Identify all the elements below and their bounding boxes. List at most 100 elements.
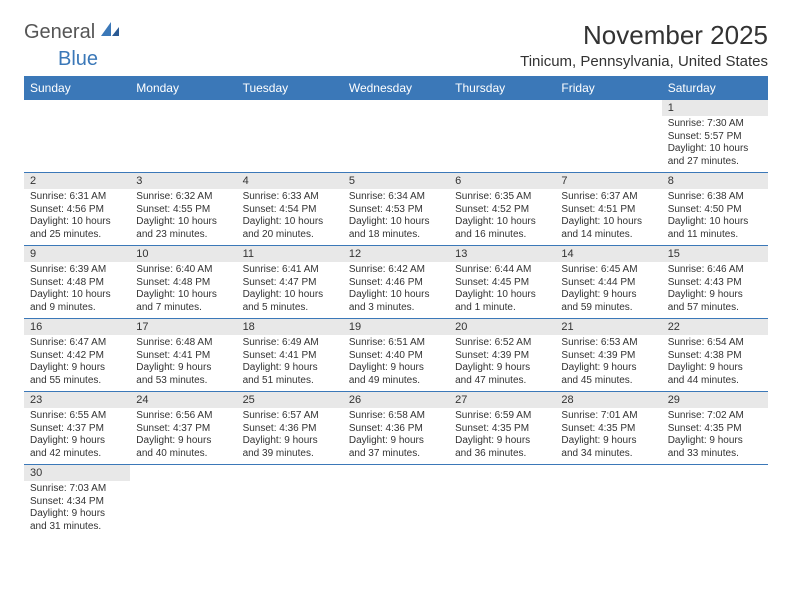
sunrise-text: Sunrise: 7:30 AM [668, 118, 762, 131]
day-cell: Sunrise: 6:59 AMSunset: 4:35 PMDaylight:… [449, 408, 555, 465]
day-header: Sunday [24, 76, 130, 100]
day-cell: Sunrise: 6:49 AMSunset: 4:41 PMDaylight:… [237, 335, 343, 392]
day-cell [237, 116, 343, 173]
day-cell: Sunrise: 6:46 AMSunset: 4:43 PMDaylight:… [662, 262, 768, 319]
day-cell: Sunrise: 6:35 AMSunset: 4:52 PMDaylight:… [449, 189, 555, 246]
sunset-text: Sunset: 4:48 PM [136, 277, 230, 290]
daylight-text: Daylight: 10 hours and 16 minutes. [455, 216, 549, 241]
sunset-text: Sunset: 4:36 PM [243, 423, 337, 436]
day-number-cell: 24 [130, 392, 236, 409]
daylight-text: Daylight: 10 hours and 27 minutes. [668, 143, 762, 168]
sunrise-text: Sunrise: 6:56 AM [136, 410, 230, 423]
daylight-text: Daylight: 10 hours and 20 minutes. [243, 216, 337, 241]
daylight-text: Daylight: 9 hours and 53 minutes. [136, 362, 230, 387]
sunrise-text: Sunrise: 6:55 AM [30, 410, 124, 423]
sunrise-text: Sunrise: 6:49 AM [243, 337, 337, 350]
sunrise-text: Sunrise: 6:42 AM [349, 264, 443, 277]
day-number-cell: 25 [237, 392, 343, 409]
day-cell: Sunrise: 6:31 AMSunset: 4:56 PMDaylight:… [24, 189, 130, 246]
day-header: Friday [555, 76, 661, 100]
day-content-row: Sunrise: 6:55 AMSunset: 4:37 PMDaylight:… [24, 408, 768, 465]
sunrise-text: Sunrise: 6:40 AM [136, 264, 230, 277]
sunrise-text: Sunrise: 6:46 AM [668, 264, 762, 277]
day-cell: Sunrise: 6:48 AMSunset: 4:41 PMDaylight:… [130, 335, 236, 392]
daylight-text: Daylight: 9 hours and 51 minutes. [243, 362, 337, 387]
day-number-cell: 3 [130, 173, 236, 190]
daylight-text: Daylight: 10 hours and 14 minutes. [561, 216, 655, 241]
daylight-text: Daylight: 9 hours and 47 minutes. [455, 362, 549, 387]
sunrise-text: Sunrise: 6:57 AM [243, 410, 337, 423]
sunset-text: Sunset: 4:43 PM [668, 277, 762, 290]
sunrise-text: Sunrise: 6:59 AM [455, 410, 549, 423]
sunset-text: Sunset: 4:48 PM [30, 277, 124, 290]
day-cell: Sunrise: 6:52 AMSunset: 4:39 PMDaylight:… [449, 335, 555, 392]
daynum-row: 23242526272829 [24, 392, 768, 409]
daylight-text: Daylight: 10 hours and 18 minutes. [349, 216, 443, 241]
day-number-cell: 28 [555, 392, 661, 409]
day-number-cell: 11 [237, 246, 343, 263]
day-content-row: Sunrise: 6:47 AMSunset: 4:42 PMDaylight:… [24, 335, 768, 392]
day-cell: Sunrise: 6:57 AMSunset: 4:36 PMDaylight:… [237, 408, 343, 465]
sail-icon [99, 20, 121, 44]
day-cell [24, 116, 130, 173]
day-number-cell: 15 [662, 246, 768, 263]
daylight-text: Daylight: 9 hours and 57 minutes. [668, 289, 762, 314]
day-number-cell: 10 [130, 246, 236, 263]
day-cell: Sunrise: 6:51 AMSunset: 4:40 PMDaylight:… [343, 335, 449, 392]
day-number-cell [130, 100, 236, 116]
daynum-row: 16171819202122 [24, 319, 768, 336]
day-number-cell [24, 100, 130, 116]
daylight-text: Daylight: 9 hours and 55 minutes. [30, 362, 124, 387]
day-number-cell: 14 [555, 246, 661, 263]
day-number-cell [449, 465, 555, 482]
daylight-text: Daylight: 9 hours and 42 minutes. [30, 435, 124, 460]
day-cell: Sunrise: 6:45 AMSunset: 4:44 PMDaylight:… [555, 262, 661, 319]
day-cell: Sunrise: 6:53 AMSunset: 4:39 PMDaylight:… [555, 335, 661, 392]
day-number-cell: 8 [662, 173, 768, 190]
sunrise-text: Sunrise: 6:39 AM [30, 264, 124, 277]
sunrise-text: Sunrise: 6:58 AM [349, 410, 443, 423]
sunrise-text: Sunrise: 6:51 AM [349, 337, 443, 350]
sunset-text: Sunset: 4:42 PM [30, 350, 124, 363]
day-cell [343, 481, 449, 537]
daylight-text: Daylight: 9 hours and 44 minutes. [668, 362, 762, 387]
day-number-cell: 18 [237, 319, 343, 336]
day-number-cell [449, 100, 555, 116]
day-cell: Sunrise: 7:02 AMSunset: 4:35 PMDaylight:… [662, 408, 768, 465]
sunset-text: Sunset: 4:52 PM [455, 204, 549, 217]
brand-blue: Blue [58, 48, 98, 71]
day-number-cell: 21 [555, 319, 661, 336]
sunrise-text: Sunrise: 6:53 AM [561, 337, 655, 350]
sunrise-text: Sunrise: 6:32 AM [136, 191, 230, 204]
sunrise-text: Sunrise: 6:54 AM [668, 337, 762, 350]
day-cell: Sunrise: 6:47 AMSunset: 4:42 PMDaylight:… [24, 335, 130, 392]
daylight-text: Daylight: 10 hours and 23 minutes. [136, 216, 230, 241]
brand-logo: General [24, 20, 123, 44]
brand-general: General [24, 21, 95, 44]
daylight-text: Daylight: 10 hours and 3 minutes. [349, 289, 443, 314]
sunrise-text: Sunrise: 6:35 AM [455, 191, 549, 204]
day-cell: Sunrise: 7:01 AMSunset: 4:35 PMDaylight:… [555, 408, 661, 465]
day-cell: Sunrise: 6:37 AMSunset: 4:51 PMDaylight:… [555, 189, 661, 246]
sunset-text: Sunset: 4:35 PM [455, 423, 549, 436]
day-number-cell: 27 [449, 392, 555, 409]
sunset-text: Sunset: 4:45 PM [455, 277, 549, 290]
sunrise-text: Sunrise: 6:52 AM [455, 337, 549, 350]
sunrise-text: Sunrise: 6:33 AM [243, 191, 337, 204]
day-cell [130, 481, 236, 537]
daylight-text: Daylight: 10 hours and 25 minutes. [30, 216, 124, 241]
day-header: Tuesday [237, 76, 343, 100]
daylight-text: Daylight: 9 hours and 31 minutes. [30, 508, 124, 533]
daylight-text: Daylight: 9 hours and 36 minutes. [455, 435, 549, 460]
day-cell: Sunrise: 6:54 AMSunset: 4:38 PMDaylight:… [662, 335, 768, 392]
sunrise-text: Sunrise: 6:41 AM [243, 264, 337, 277]
day-number-cell: 30 [24, 465, 130, 482]
sunrise-text: Sunrise: 7:03 AM [30, 483, 124, 496]
day-number-cell [555, 465, 661, 482]
day-cell: Sunrise: 6:40 AMSunset: 4:48 PMDaylight:… [130, 262, 236, 319]
daynum-row: 9101112131415 [24, 246, 768, 263]
day-content-row: Sunrise: 7:03 AMSunset: 4:34 PMDaylight:… [24, 481, 768, 537]
day-number-cell: 4 [237, 173, 343, 190]
day-number-cell: 19 [343, 319, 449, 336]
day-header: Saturday [662, 76, 768, 100]
